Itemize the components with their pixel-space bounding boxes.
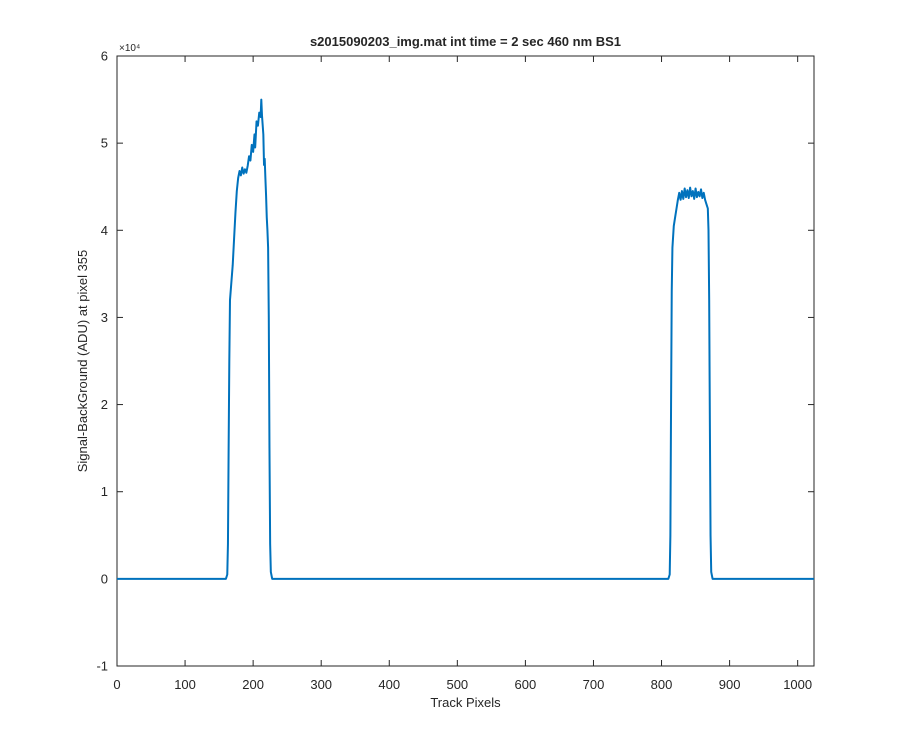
x-tick-label: 300 [310,677,332,692]
plot-area [116,55,815,667]
x-tick-label: 100 [174,677,196,692]
y-tick-label: 3 [101,310,108,325]
y-axis-exponent: ×10⁴ [119,43,140,54]
y-axis-label: Signal-BackGround (ADU) at pixel 355 [75,250,90,473]
y-tick-label: 6 [101,49,108,64]
y-tick-label: 5 [101,136,108,151]
y-tick-label: 4 [101,223,108,238]
x-tick-label: 900 [719,677,741,692]
chart-title: s2015090203_img.mat int time = 2 sec 460… [310,34,621,49]
y-tick-label: 1 [101,484,108,499]
x-tick-label: 700 [583,677,605,692]
y-tick-label: 2 [101,397,108,412]
x-axis-ticks: 0 100 200 300 400 500 600 700 800 900 1000 [113,56,812,692]
x-tick-label: 400 [378,677,400,692]
x-tick-label: 500 [446,677,468,692]
x-tick-label: 600 [515,677,537,692]
y-tick-label: -1 [96,659,108,674]
series-layer [117,98,814,580]
x-axis-label: Track Pixels [430,695,501,710]
x-tick-label: 0 [113,677,120,692]
x-tick-label: 200 [242,677,264,692]
series-line [117,98,814,580]
y-tick-label: 0 [101,571,108,586]
x-tick-label: 1000 [783,677,812,692]
x-tick-label: 800 [651,677,673,692]
